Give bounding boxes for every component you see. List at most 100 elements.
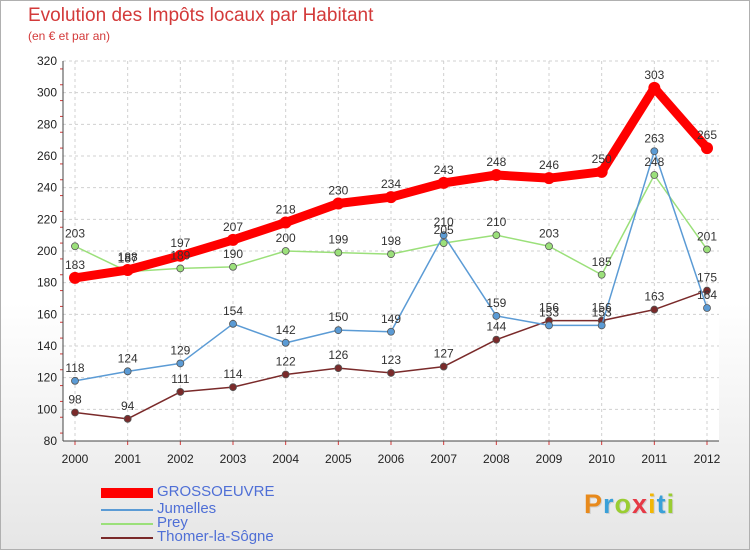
data-label-1: 164: [697, 288, 717, 302]
data-label-2: 198: [381, 234, 401, 248]
data-label-0: 197: [170, 236, 190, 250]
data-label-2: 199: [328, 233, 348, 247]
data-point-1: [123, 367, 132, 376]
data-point-3: [650, 305, 659, 314]
data-label-1: 150: [328, 310, 348, 324]
data-label-2: 189: [170, 248, 190, 262]
x-tick-label: 2007: [430, 452, 457, 466]
data-label-2: 200: [276, 231, 296, 245]
x-tick-label: 2001: [114, 452, 141, 466]
data-label-3: 94: [121, 399, 135, 413]
data-point-2: [703, 245, 711, 254]
data-point-1: [439, 231, 448, 240]
x-tick-label: 2003: [220, 452, 247, 466]
data-point-2: [387, 250, 395, 259]
data-point-1: [229, 319, 237, 328]
data-point-1: [492, 312, 501, 320]
legend-label-prey: Prey: [157, 514, 188, 531]
data-point-3: [229, 383, 237, 392]
data-point-3: [123, 414, 132, 423]
data-point-0: [121, 264, 134, 276]
data-label-3: 144: [486, 320, 506, 334]
data-label-0: 218: [276, 203, 296, 217]
x-tick-label: 2011: [641, 452, 667, 466]
data-label-0: 207: [223, 220, 243, 234]
y-tick-label: 160: [37, 307, 57, 321]
data-label-2: 248: [644, 155, 664, 169]
y-tick-label: 220: [37, 212, 57, 226]
data-point-0: [227, 233, 239, 246]
data-label-2: 187: [118, 252, 138, 266]
x-tick-label: 2006: [378, 452, 405, 466]
data-point-2: [334, 248, 343, 257]
data-label-0: 234: [381, 177, 401, 191]
data-label-3: 122: [276, 355, 296, 369]
data-label-1: 124: [118, 351, 138, 365]
data-label-1: 153: [592, 305, 612, 319]
legend-swatch-grossoeuvre: [101, 488, 153, 498]
x-tick-label: 2008: [483, 452, 510, 466]
x-tick-label: 2005: [325, 452, 352, 466]
x-tick-label: 2012: [694, 452, 721, 466]
data-label-0: 246: [539, 158, 559, 172]
data-point-3: [387, 369, 395, 377]
data-point-0: [490, 169, 503, 181]
data-point-2: [71, 242, 79, 251]
y-tick-label: 120: [37, 371, 57, 385]
y-tick-label: 80: [44, 434, 58, 448]
x-tick-label: 2009: [536, 452, 563, 466]
data-label-3: 127: [434, 347, 454, 361]
legend-label-jumelles: Jumelles: [157, 500, 217, 517]
logo-letter: r: [603, 489, 615, 519]
data-label-2: 190: [223, 247, 243, 261]
y-tick-label: 140: [37, 339, 57, 353]
data-label-1: 159: [486, 296, 506, 310]
data-point-3: [492, 335, 501, 344]
data-label-3: 114: [223, 367, 242, 381]
data-label-2: 201: [697, 229, 717, 243]
data-point-0: [69, 271, 81, 284]
data-label-3: 98: [68, 393, 82, 407]
data-point-0: [701, 142, 713, 155]
data-point-3: [176, 388, 185, 396]
logo-letter: x: [632, 489, 649, 519]
y-tick-label: 260: [37, 149, 57, 163]
data-point-0: [543, 172, 555, 185]
data-label-2: 185: [592, 255, 612, 269]
data-point-1: [650, 147, 659, 156]
legend-swatch-jumelles: [101, 509, 153, 511]
y-tick-label: 300: [37, 86, 57, 100]
data-label-3: 156: [592, 301, 612, 315]
y-tick-label: 100: [37, 402, 57, 416]
legend-label-grossoeuvre: GROSSOEUVRE: [157, 483, 275, 500]
data-label-2: 210: [486, 215, 506, 229]
data-point-2: [229, 262, 237, 271]
data-point-2: [650, 171, 659, 179]
data-label-0: 188: [118, 250, 138, 264]
logo-letter: t: [656, 489, 667, 519]
data-point-1: [176, 359, 185, 368]
data-point-1: [703, 304, 711, 312]
data-point-1: [597, 321, 606, 330]
data-label-1: 154: [223, 304, 243, 318]
data-point-0: [279, 216, 292, 229]
data-point-2: [545, 242, 553, 251]
data-point-3: [703, 286, 711, 295]
data-point-0: [385, 191, 397, 204]
y-tick-label: 320: [37, 54, 57, 68]
data-point-0: [648, 81, 661, 94]
y-tick-label: 200: [37, 244, 57, 258]
data-point-2: [597, 270, 606, 279]
data-label-1: 263: [644, 131, 664, 145]
x-tick-label: 2000: [62, 452, 89, 466]
logo-letter: i: [666, 489, 676, 519]
data-label-0: 248: [486, 155, 506, 169]
data-point-0: [437, 176, 450, 189]
logo-letter: i: [648, 489, 657, 519]
logo-letter: o: [614, 489, 633, 519]
data-label-2: 203: [65, 226, 85, 240]
logo-letter: P: [584, 489, 604, 519]
data-label-0: 243: [434, 163, 454, 177]
